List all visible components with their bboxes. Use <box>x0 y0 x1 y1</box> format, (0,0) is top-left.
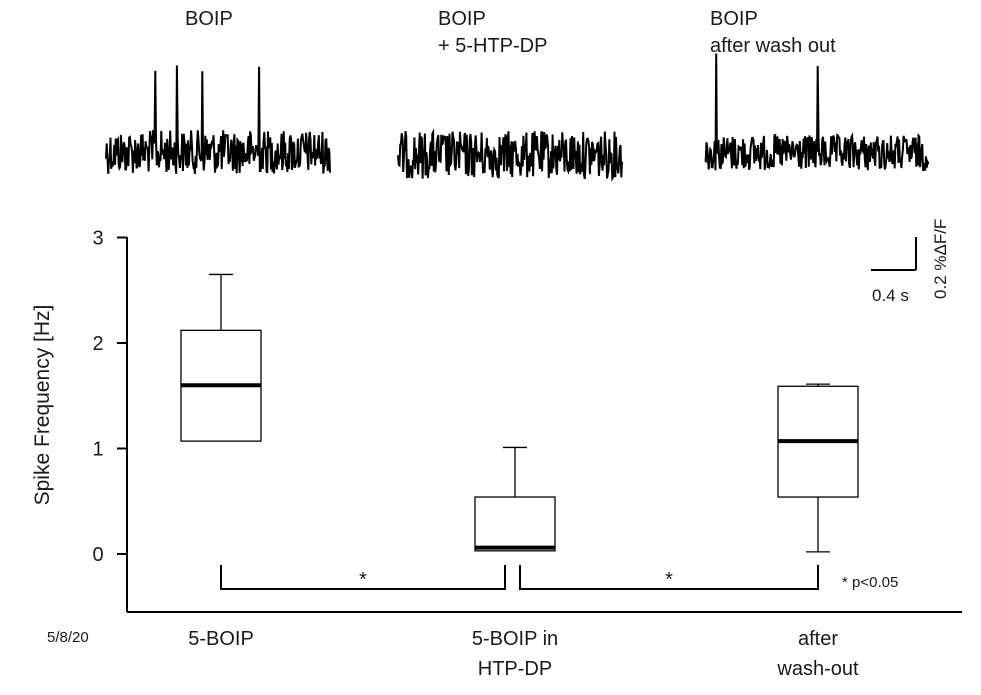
trace-title-3-line1: BOIP <box>710 8 758 30</box>
category-label-3: wash-out <box>776 658 859 680</box>
y-tick-label: 1 <box>92 439 103 461</box>
fluorescence-trace-2 <box>397 128 623 182</box>
category-label-1: 5-BOIP <box>188 628 254 650</box>
significance-bracket-2: * <box>519 565 819 591</box>
y-tick-label: 3 <box>92 228 103 250</box>
y-tick-label: 2 <box>92 333 103 355</box>
fluorescence-trace-1 <box>105 65 331 174</box>
bracket-line <box>519 565 819 590</box>
y-tick-label: 0 <box>92 544 103 566</box>
box-2 <box>474 446 556 552</box>
significance-note: * p<0.05 <box>842 574 898 591</box>
y-axis: 0 1 2 3 <box>92 228 128 612</box>
category-label-3: after <box>798 628 838 650</box>
box-3 <box>777 383 859 553</box>
scale-bar-time-label: 0.4 s <box>872 286 909 305</box>
scale-bar: 0.4 s 0.2 %ΔF/F <box>871 219 950 305</box>
significance-star: * <box>359 569 367 591</box>
box-plots <box>180 273 859 553</box>
trace-title-1: BOIP <box>185 8 233 30</box>
trace-title-3: BOIP after wash out <box>710 8 836 57</box>
significance-star: * <box>665 569 673 591</box>
date-stamp: 5/8/20 <box>47 629 89 646</box>
trace-title-2-line1: BOIP <box>438 8 486 30</box>
y-axis-label: Spike Frequency [Hz] <box>31 305 54 506</box>
trace-title-2: BOIP + 5-HTP-DP <box>438 8 547 57</box>
box-iqr <box>474 496 556 552</box>
category-labels: 5-BOIP 5-BOIP in HTP-DP after wash-out <box>188 628 859 680</box>
scale-bar-amp-label: 0.2 %ΔF/F <box>931 219 950 299</box>
y-ticks: 0 1 2 3 <box>92 228 127 566</box>
fluorescence-trace-3 <box>704 53 930 172</box>
significance-bracket-1: * <box>220 565 506 591</box>
box-1 <box>180 273 262 442</box>
significance-brackets: * * <box>220 565 819 591</box>
category-label-2: 5-BOIP in <box>472 628 558 650</box>
trace-title-3-line2: after wash out <box>710 35 836 57</box>
trace-title-2-line2: + 5-HTP-DP <box>438 35 547 57</box>
bracket-line <box>220 565 506 590</box>
category-label-2: HTP-DP <box>478 658 552 680</box>
